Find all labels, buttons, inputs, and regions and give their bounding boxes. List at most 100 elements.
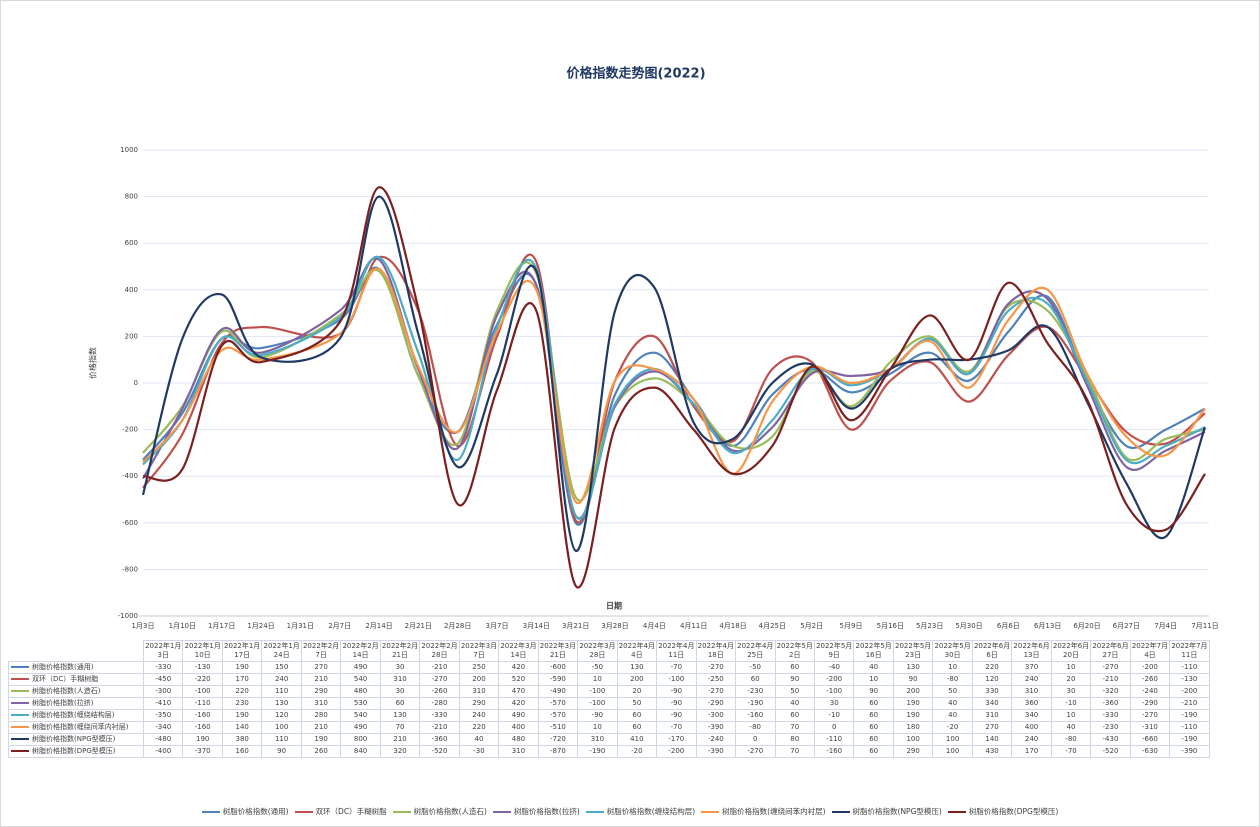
table-cell: -160: [182, 709, 223, 722]
y-tick-label: 1000: [120, 146, 138, 154]
table-cell: 140: [971, 733, 1013, 746]
table-header-cell: 2022年7月11日: [1169, 640, 1210, 662]
table-cell: 340: [1011, 709, 1052, 722]
table-header-cell: 2022年5月30日: [932, 640, 973, 662]
table-cell: 110: [261, 685, 302, 698]
legend-label: 树脂价格指数(缠绕结构层): [606, 807, 696, 816]
table-cell: 50: [774, 685, 815, 698]
table-cell: 540: [340, 709, 381, 722]
table-row-label: 树脂价格指数(DPG型模压): [8, 745, 144, 758]
table-cell: 40: [774, 697, 815, 710]
table-cell: 90: [774, 673, 815, 686]
table-cell: -270: [695, 661, 737, 674]
table-header-cell: 2022年2月28日: [419, 640, 460, 662]
table-header-cell: 2022年4月4日: [616, 640, 658, 662]
table-cell: 90: [261, 745, 302, 758]
table-cell: 400: [498, 721, 539, 734]
table-cell: 480: [498, 733, 539, 746]
x-tick-label: 4月4日: [643, 622, 666, 630]
table-cell: -350: [142, 709, 184, 722]
table-cell: -480: [142, 733, 184, 746]
series-line: [142, 267, 1206, 505]
y-tick-label: -600: [122, 519, 138, 527]
y-tick-label: 400: [125, 286, 138, 294]
table-cell: 130: [261, 697, 302, 710]
table-cell: -280: [419, 697, 460, 710]
table-cell: 310: [971, 709, 1013, 722]
table-cell: 60: [774, 661, 815, 674]
table-cell: -270: [695, 685, 737, 698]
table-row-label: 双环（DC）手糊树脂: [8, 673, 144, 686]
table-cell: -20: [616, 745, 658, 758]
legend-item: 双环（DC）手糊树脂: [294, 806, 387, 817]
table-cell: 190: [300, 733, 342, 746]
table-header-cell: 2022年5月9日: [813, 640, 855, 662]
table-cell: -20: [932, 721, 973, 734]
table-cell: -290: [1129, 697, 1171, 710]
table-cell: 200: [616, 673, 658, 686]
y-tick-label: 800: [125, 193, 138, 201]
table-cell: -260: [1129, 673, 1171, 686]
row-label-text: 树脂价格指数(通用): [32, 663, 94, 671]
table-cell: -190: [1169, 709, 1210, 722]
table-cell: 270: [300, 661, 342, 674]
table-cell: 90: [892, 673, 934, 686]
table-header-cell: 2022年2月21日: [379, 640, 421, 662]
table-cell: -10: [1050, 697, 1092, 710]
table-cell: -210: [419, 661, 460, 674]
table-header-cell: 2022年1月17日: [221, 640, 263, 662]
x-tick-label: 6月6日: [997, 622, 1020, 630]
x-tick-label: 5月16日: [877, 622, 904, 630]
table-cell: -390: [695, 721, 737, 734]
table-cell: -230: [1090, 721, 1131, 734]
table-cell: -70: [656, 721, 697, 734]
legend-marker: [701, 810, 720, 813]
table-header-cell: 2022年1月10日: [182, 640, 223, 662]
table-cell: 800: [340, 733, 381, 746]
table-cell: -240: [695, 733, 737, 746]
legend-label: 树脂价格指数(通用): [222, 807, 289, 816]
table-cell: 290: [892, 745, 934, 758]
table-cell: 310: [379, 673, 421, 686]
table-cell: 70: [774, 745, 815, 758]
table-cell: 60: [853, 697, 894, 710]
table-cell: -290: [695, 697, 737, 710]
table-cell: -100: [577, 685, 618, 698]
table-cell: -50: [735, 661, 776, 674]
table-cell: -330: [142, 661, 184, 674]
row-marker: [11, 690, 29, 692]
table-cell: 60: [853, 721, 894, 734]
table-cell: 100: [892, 733, 934, 746]
y-tick-label: -200: [122, 426, 138, 434]
legend-label: 树脂价格指数(人造石): [413, 807, 487, 816]
table-row-label: 树脂价格指数(人造石): [8, 685, 144, 698]
table-cell: 0: [735, 733, 776, 746]
table-cell: -260: [419, 685, 460, 698]
series-line: [142, 266, 1206, 526]
table-cell: -510: [537, 721, 579, 734]
x-tick-label: 2月14日: [365, 622, 392, 630]
table-header-cell: 2022年5月16日: [853, 640, 894, 662]
legend-item: 树脂价格指数(NPG型模压): [831, 806, 942, 817]
table-cell: -410: [142, 697, 184, 710]
table-cell: -110: [1169, 721, 1210, 734]
table-cell: 40: [932, 709, 973, 722]
table-cell: -430: [1090, 733, 1131, 746]
table-cell: 20: [1050, 673, 1092, 686]
x-tick-label: 7月4日: [1154, 622, 1177, 630]
table-cell: -90: [656, 709, 697, 722]
y-tick-label: -800: [122, 565, 138, 573]
table-cell: 100: [932, 733, 973, 746]
legend-item: 树脂价格指数(DPG型模压): [947, 806, 1059, 817]
table-cell: 490: [340, 721, 381, 734]
table-cell: -210: [419, 721, 460, 734]
table-header-cell: 2022年4月25日: [735, 640, 776, 662]
legend-label: 树脂价格指数(DPG型模压): [968, 807, 1059, 816]
table-cell: 310: [300, 697, 342, 710]
x-tick-label: 4月18日: [719, 622, 746, 630]
row-label-text: 树脂价格指数(NPG型模压): [32, 735, 116, 743]
table-cell: 60: [853, 709, 894, 722]
table-cell: 400: [1011, 721, 1052, 734]
table-header-cell: 2022年1月24日: [261, 640, 302, 662]
table-cell: 240: [458, 709, 500, 722]
